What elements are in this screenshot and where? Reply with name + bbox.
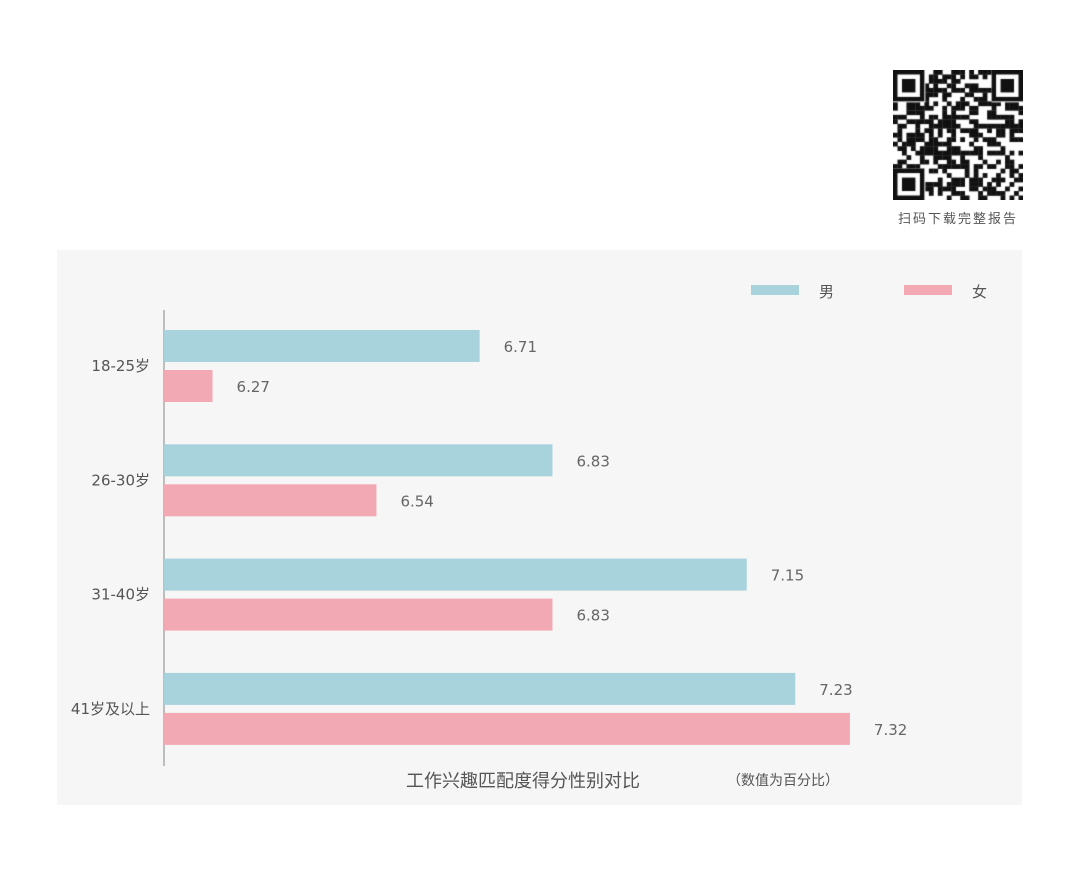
- legend-label: 女: [972, 283, 987, 301]
- legend-swatch: [751, 285, 799, 295]
- bar-male: [164, 444, 553, 477]
- bar-female: [164, 598, 553, 631]
- category-label: 41岁及以上: [71, 700, 150, 718]
- chart-title: 工作兴趣匹配度得分性别对比: [406, 771, 640, 792]
- data-label: 6.83: [576, 452, 609, 470]
- data-label: 6.54: [400, 492, 433, 510]
- legend-label: 男: [819, 283, 834, 301]
- bar-female: [164, 484, 377, 517]
- chart-note: （数值为百分比）: [727, 773, 839, 789]
- qr-caption: 扫码下载完整报告: [897, 212, 1018, 227]
- bar-male: [164, 558, 747, 591]
- data-label: 6.27: [237, 378, 270, 396]
- bar-female: [164, 370, 213, 402]
- qr-code: [893, 70, 1023, 200]
- data-label: 7.32: [874, 721, 907, 739]
- bar-male: [164, 672, 796, 705]
- category-label: 26-30岁: [91, 471, 150, 489]
- data-label: 7.15: [771, 567, 804, 585]
- data-label: 6.71: [504, 338, 537, 356]
- legend-swatch: [904, 285, 952, 295]
- data-label: 7.23: [819, 681, 852, 699]
- data-label: 6.83: [576, 607, 609, 625]
- category-label: 18-25岁: [91, 357, 150, 375]
- bar-male: [164, 330, 480, 362]
- category-label: 31-40岁: [91, 586, 150, 604]
- bar-female: [164, 712, 850, 745]
